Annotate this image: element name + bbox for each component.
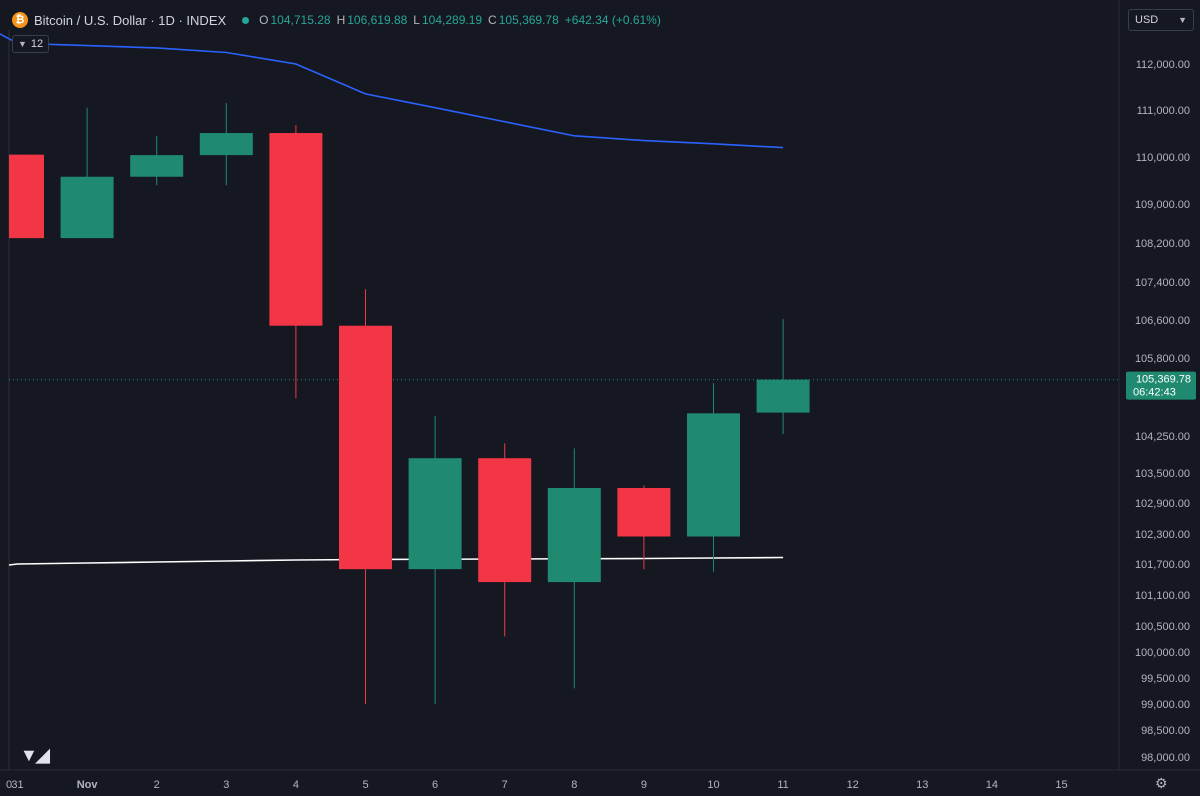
candle <box>339 289 392 704</box>
indicator-toggle-button[interactable]: ▼ 12 <box>12 35 50 53</box>
candle-body <box>687 413 740 537</box>
candle-body <box>199 133 253 156</box>
time-tick-label: 31 <box>11 779 23 791</box>
time-tick-label: Nov <box>77 779 99 791</box>
ohlc-low: L 104,289.19 <box>413 13 483 27</box>
price-tag-bg <box>1126 371 1196 400</box>
price-tick-label: 100,000.00 <box>1135 647 1190 659</box>
currency-select[interactable]: USD ▼ <box>1128 9 1194 31</box>
candle-body <box>269 133 323 326</box>
chevron-down-icon: ▼ <box>18 39 27 49</box>
time-tick-label: 11 <box>777 779 788 791</box>
candle <box>547 448 601 689</box>
price-tag-price: 105,369.78 <box>1136 374 1191 386</box>
market-status-dot <box>242 16 250 24</box>
candle <box>199 103 253 186</box>
candle-body <box>9 154 44 239</box>
price-tick-label: 104,250.00 <box>1135 431 1190 443</box>
candle <box>408 415 462 704</box>
candle <box>687 383 740 572</box>
candle-body <box>60 176 114 239</box>
price-tick-label: 112,000.00 <box>1136 59 1190 71</box>
ohlc-close: C 105,369.78 <box>488 13 559 27</box>
time-tick-label: 12 <box>847 779 859 791</box>
time-tick-label: 7 <box>502 779 508 791</box>
time-tick-label: 10 <box>707 779 719 791</box>
price-tick-label: 103,500.00 <box>1135 468 1190 480</box>
settings-gear-icon[interactable]: ⚙ <box>1155 775 1168 791</box>
price-tick-label: 98,000.00 <box>1141 752 1190 764</box>
price-tick-label: 99,000.00 <box>1141 699 1190 711</box>
price-tick-label: 108,200.00 <box>1135 238 1190 250</box>
bitcoin-icon: ₿ <box>12 12 28 28</box>
price-tick-label: 105,800.00 <box>1135 353 1190 365</box>
ohlc-high: H 106,619.88 <box>336 13 408 27</box>
ohlc-open: O 104,715.28 <box>259 13 331 27</box>
indicator-count: 12 <box>30 38 44 50</box>
ma-short-line <box>8 556 784 566</box>
ma-long-line <box>0 33 784 149</box>
candle-body <box>130 155 184 177</box>
chevron-down-icon: ▼ <box>1178 15 1187 25</box>
time-tick-label: 2 <box>154 779 160 791</box>
price-tick-label: 98,500.00 <box>1141 725 1190 737</box>
candle <box>60 107 114 239</box>
time-tick-label: 8 <box>571 779 577 791</box>
price-tick-label: 109,000.00 <box>1135 199 1190 211</box>
time-tick-label: 15 <box>1055 779 1067 791</box>
time-tick-label: 0 <box>6 779 12 791</box>
candle <box>130 135 184 186</box>
candle <box>9 154 44 239</box>
candle <box>756 319 810 435</box>
time-tick-label: 14 <box>986 779 998 791</box>
price-tick-label: 99,500.00 <box>1141 673 1190 685</box>
price-tick-label: 106,600.00 <box>1135 315 1190 327</box>
price-tick-label: 100,500.00 <box>1135 621 1190 633</box>
price-tick-label: 111,000.00 <box>1137 105 1190 117</box>
candle-body <box>339 325 392 570</box>
candle-body <box>756 379 810 413</box>
time-tick-label: 4 <box>293 779 299 791</box>
price-tick-label: 107,400.00 <box>1135 277 1190 289</box>
price-tick-label: 101,100.00 <box>1135 590 1190 602</box>
candle-body <box>478 458 532 583</box>
price-tick-label: 101,700.00 <box>1135 559 1190 571</box>
price-change: +642.34 (+0.61%) <box>564 13 661 27</box>
chart-header: ₿ Bitcoin / U.S. Dollar · 1D · INDEX O 10… <box>12 9 667 31</box>
time-tick-label: 5 <box>362 779 368 791</box>
tradingview-logo-icon: ▼◢ <box>20 745 50 765</box>
time-tick-label: 9 <box>641 779 647 791</box>
symbol-title[interactable]: Bitcoin / U.S. Dollar · 1D · INDEX <box>34 12 227 28</box>
candle <box>617 485 671 570</box>
currency-label: USD <box>1135 14 1159 26</box>
price-tick-label: 102,300.00 <box>1135 529 1190 541</box>
candle-body <box>617 488 671 537</box>
candle <box>269 125 323 399</box>
price-tick-label: 110,000.00 <box>1136 152 1190 164</box>
time-tick-label: 3 <box>223 779 229 791</box>
time-tick-label: 13 <box>916 779 928 791</box>
candle <box>478 443 532 637</box>
price-tag-countdown: 06:42:43 <box>1133 387 1176 399</box>
candle-body <box>408 458 462 570</box>
candle-body <box>547 488 601 583</box>
time-tick-label: 6 <box>432 779 438 791</box>
price-tick-label: 102,900.00 <box>1135 498 1190 510</box>
